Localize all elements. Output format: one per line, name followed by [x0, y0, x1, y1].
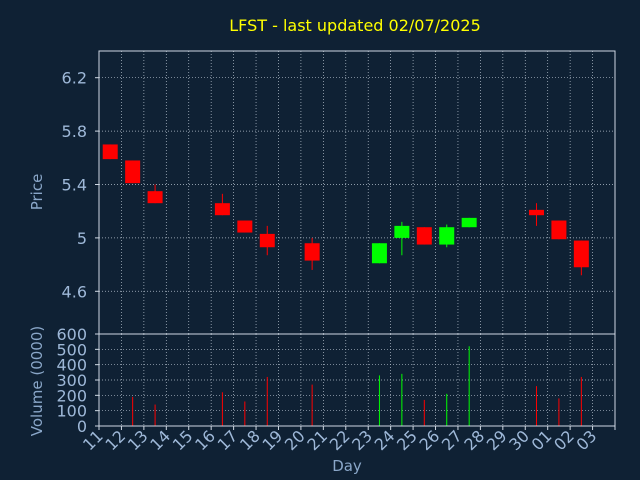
volume-y-tick-label: 200 [56, 386, 87, 405]
volume-y-tick-label: 500 [56, 340, 87, 359]
candle-body [371, 243, 387, 264]
candle-body [304, 243, 320, 261]
price-y-tick-label: 5.4 [62, 175, 87, 194]
volume-y-tick-label: 100 [56, 402, 87, 421]
volume-y-tick-label: 300 [56, 371, 87, 390]
candle-body [102, 144, 118, 160]
price-grid [99, 51, 615, 334]
price-y-tick-label: 6.2 [62, 69, 87, 88]
x-tick-label: 03 [573, 426, 601, 454]
volume-bars [132, 346, 582, 426]
price-candles [102, 144, 589, 276]
chart-title: LFST - last updated 02/07/2025 [229, 16, 481, 35]
price-y-axis-label: Price [28, 174, 46, 211]
candle-body [439, 227, 455, 245]
candle-body [394, 225, 410, 238]
candle-body [416, 227, 432, 245]
price-y-tick-label: 5.8 [62, 122, 87, 141]
candle-body [528, 209, 544, 216]
candle-body [237, 220, 253, 233]
candle-body [147, 191, 163, 204]
candle-body [573, 240, 589, 268]
candle-body [461, 217, 477, 228]
x-axis-ticks: 1112131415161718192021222324252627282930… [79, 426, 616, 454]
volume-y-tick-label: 0 [77, 417, 87, 436]
price-y-tick-label: 5 [77, 229, 87, 248]
candle-body [214, 203, 230, 216]
volume-y-tick-label: 400 [56, 356, 87, 375]
candle-body [259, 233, 275, 248]
x-axis-label: Day [332, 457, 362, 475]
price-y-ticks: 6.2 5.8 5.4 5 4.6 [62, 69, 99, 301]
price-y-tick-label: 4.6 [62, 282, 87, 301]
volume-y-tick-label: 600 [56, 325, 87, 344]
volume-y-axis-label: Volume (0000) [28, 326, 46, 436]
candle-body [125, 160, 141, 184]
volume-grid [99, 334, 615, 426]
candle-body [551, 220, 567, 240]
